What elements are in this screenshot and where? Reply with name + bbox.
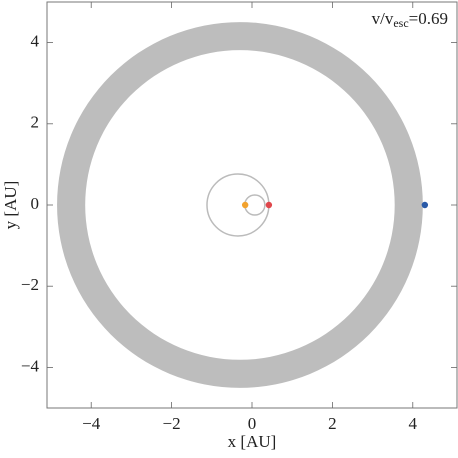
point — [241, 201, 249, 209]
y-tick-label: 2 — [31, 113, 40, 132]
annulus — [57, 22, 423, 388]
y-tick-label: 0 — [31, 194, 40, 213]
annotation-part: =0.69 — [409, 9, 448, 28]
x-tick-label: 0 — [248, 414, 257, 433]
y-tick-label: −2 — [21, 275, 39, 294]
annotation-part: v/v — [372, 9, 394, 28]
y-tick-label: 4 — [31, 32, 40, 51]
x-tick-label: −4 — [82, 414, 101, 433]
x-axis-label: x [AU] — [228, 432, 277, 451]
x-tick-label: −2 — [163, 414, 181, 433]
y-axis-label: y [AU] — [1, 181, 20, 230]
orbit — [206, 173, 270, 237]
x-tick-label: 4 — [409, 414, 418, 433]
y-tick-label: −4 — [21, 356, 40, 375]
point — [421, 201, 429, 209]
x-tick-label: 2 — [328, 414, 337, 433]
annotation-part: esc — [393, 16, 408, 30]
point — [265, 201, 273, 209]
annotation: v/vesc=0.69 — [372, 9, 448, 30]
